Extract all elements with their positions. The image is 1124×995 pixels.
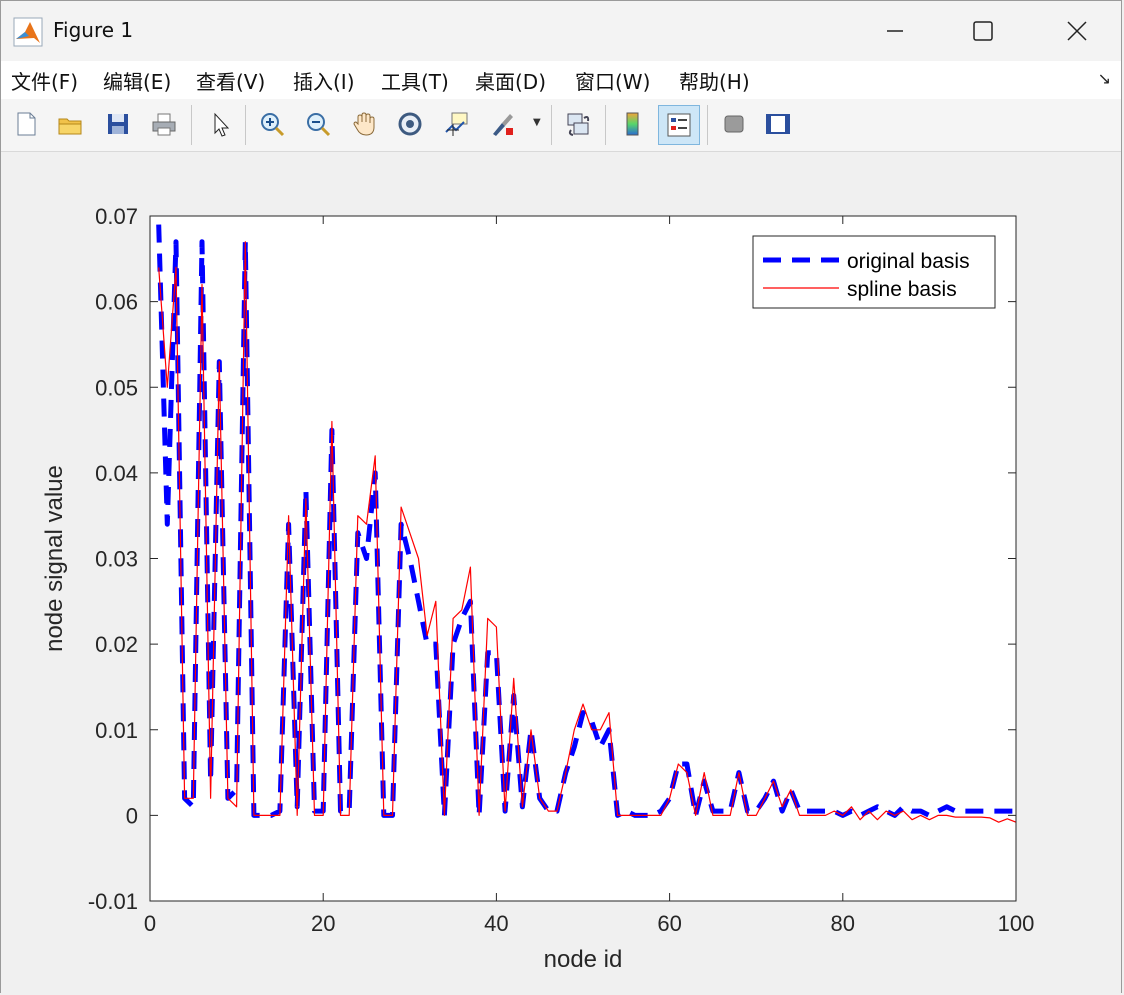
menu-view[interactable]: 查看(V) xyxy=(196,70,266,94)
y-tick-label: -0.01 xyxy=(88,889,138,914)
x-axis-label: node id xyxy=(544,946,623,973)
hide-plot-tools-icon xyxy=(724,115,744,133)
rotate-3d-icon xyxy=(398,112,422,136)
menu-edit[interactable]: 编辑(E) xyxy=(103,70,172,94)
zoom-out-button[interactable] xyxy=(301,107,335,141)
minimize-button[interactable] xyxy=(849,1,941,61)
brush-dropdown-icon[interactable]: ▼ xyxy=(533,117,541,128)
y-tick-label: 0.04 xyxy=(95,461,138,486)
menu-tools[interactable]: 工具(T) xyxy=(381,70,449,94)
minimize-icon xyxy=(887,30,903,32)
colorbar-button[interactable] xyxy=(615,107,649,141)
save-icon xyxy=(108,114,128,134)
new-file-button[interactable] xyxy=(9,107,43,141)
pointer-icon xyxy=(214,112,230,137)
menu-desktop[interactable]: 桌面(D) xyxy=(475,70,547,94)
rotate-3d-button[interactable] xyxy=(393,107,427,141)
legend-box xyxy=(752,235,996,309)
save-button[interactable] xyxy=(101,107,135,141)
open-folder-icon xyxy=(58,118,82,135)
open-button[interactable] xyxy=(53,107,87,141)
chart[interactable]: 0 20 40 60 80 100-0.0100.010.020.030.040.050.… xyxy=(1,152,1123,994)
y-tick-label: 0.01 xyxy=(95,718,138,743)
pan-button[interactable] xyxy=(347,107,381,141)
toolbar-separator xyxy=(605,105,606,145)
window-title: Figure 1 xyxy=(53,18,134,42)
close-icon xyxy=(1067,21,1087,41)
toolbar: ▼ xyxy=(1,99,1121,152)
x-tick-label: 0 xyxy=(144,911,156,936)
x-tick-label: 20 xyxy=(311,911,335,936)
y-tick-label: 0.07 xyxy=(95,204,138,229)
y-tick-label: 0.05 xyxy=(95,375,138,400)
brush-icon xyxy=(493,114,513,136)
legend-label-spline-basis: spline basis xyxy=(847,278,957,301)
legend-icon xyxy=(667,113,691,137)
zoom-in-icon xyxy=(261,113,285,137)
data-cursor-button[interactable] xyxy=(439,107,473,141)
link-plot-icon xyxy=(567,113,590,136)
menu-help[interactable]: 帮助(H) xyxy=(679,70,750,94)
x-tick-label: 100 xyxy=(998,911,1035,936)
data-cursor-icon xyxy=(445,112,468,136)
print-icon xyxy=(152,113,176,136)
maximize-icon xyxy=(973,21,993,41)
hide-plot-tools-button[interactable] xyxy=(717,107,751,141)
brush-button[interactable] xyxy=(485,107,519,141)
toolbar-separator xyxy=(245,105,246,145)
title-bar: Figure 1 xyxy=(1,1,1121,61)
y-tick-label: 0.02 xyxy=(95,632,138,657)
show-plot-tools-button[interactable] xyxy=(761,107,795,141)
series-line-spline-basis xyxy=(158,241,1016,823)
toolbar-separator xyxy=(707,105,708,145)
pan-hand-icon xyxy=(353,112,375,136)
menu-bar: 文件(F) 编辑(E) 查看(V) 插入(I) 工具(T) 桌面(D) 窗口(W… xyxy=(1,61,1121,99)
print-button[interactable] xyxy=(147,107,181,141)
dock-arrow-icon[interactable]: ↘ xyxy=(1097,69,1111,88)
maximize-button[interactable] xyxy=(937,1,1029,61)
new-file-icon xyxy=(17,112,36,136)
figure-canvas: 0 20 40 60 80 100 -0.01 0 0.01 0.02 0.03 0.04 0.05 0.… xyxy=(1,152,1121,994)
x-tick-label: 80 xyxy=(831,911,855,936)
menu-insert[interactable]: 插入(I) xyxy=(293,70,355,94)
toolbar-separator xyxy=(191,105,192,145)
link-button[interactable] xyxy=(561,107,595,141)
show-plot-tools-icon xyxy=(766,114,790,134)
legend-label-original-basis: original basis xyxy=(847,250,970,273)
menu-file[interactable]: 文件(F) xyxy=(11,70,79,94)
pointer-button[interactable] xyxy=(203,107,237,141)
legend-button[interactable] xyxy=(658,105,700,145)
y-axis-label: node signal value xyxy=(41,465,68,652)
x-tick-label: 60 xyxy=(657,911,681,936)
close-button[interactable] xyxy=(1031,1,1123,61)
toolbar-separator xyxy=(551,105,552,145)
zoom-out-icon xyxy=(307,113,331,137)
matlab-logo-icon xyxy=(13,17,43,47)
menu-window[interactable]: 窗口(W) xyxy=(575,70,651,94)
y-tick-label: 0.03 xyxy=(95,547,138,572)
x-tick-label: 40 xyxy=(484,911,508,936)
y-tick-label: 0.06 xyxy=(95,290,138,315)
colorbar-icon xyxy=(626,112,639,136)
zoom-in-button[interactable] xyxy=(255,107,289,141)
y-tick-label: 0 xyxy=(126,803,138,828)
